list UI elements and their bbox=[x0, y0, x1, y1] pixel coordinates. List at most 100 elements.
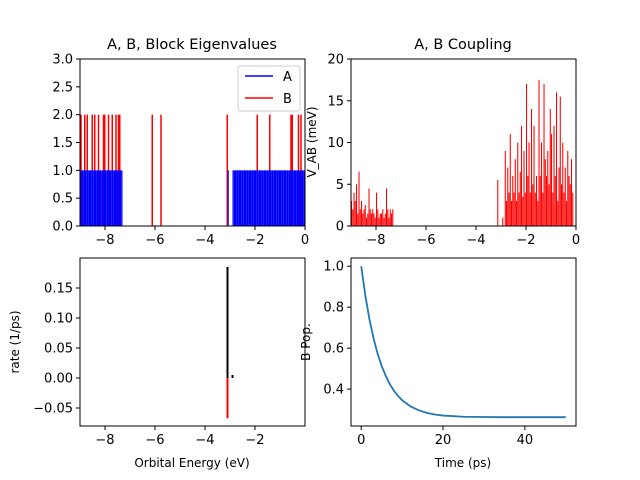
eigen-ytick-label: 3.0 bbox=[52, 53, 73, 68]
bar-a bbox=[275, 170, 277, 226]
bar-coupling bbox=[568, 175, 570, 226]
bar-coupling bbox=[364, 205, 366, 226]
population-ytick-label: 0.4 bbox=[323, 383, 344, 398]
panel-population: 0 20 40 0.4 0.6 0.8 1.0 Time (ps) B Pop. bbox=[299, 257, 577, 470]
bar-a bbox=[97, 170, 99, 226]
bar-coupling bbox=[571, 159, 573, 226]
rates-ytick-label: −0.05 bbox=[33, 402, 73, 417]
eigen-xtick-label: −2 bbox=[245, 233, 264, 248]
bar-coupling bbox=[551, 134, 553, 226]
bar-coupling bbox=[537, 200, 539, 226]
bar-coupling bbox=[519, 171, 521, 226]
bar-a bbox=[273, 170, 275, 226]
coupling-xtick-label: −4 bbox=[466, 233, 485, 248]
bar-a bbox=[86, 170, 88, 226]
bar-coupling bbox=[547, 150, 549, 226]
bar-a bbox=[88, 170, 90, 226]
bar-coupling bbox=[562, 142, 564, 226]
bar-coupling bbox=[531, 109, 533, 226]
bar-coupling bbox=[509, 134, 511, 226]
bar-a bbox=[236, 170, 238, 226]
bar-coupling bbox=[351, 200, 353, 226]
bar-a bbox=[113, 170, 115, 226]
bar-a bbox=[91, 170, 93, 226]
bar-coupling bbox=[561, 184, 563, 226]
bar-a bbox=[85, 170, 87, 226]
bar-a bbox=[293, 170, 295, 226]
bar-a bbox=[272, 170, 274, 226]
bar-coupling bbox=[512, 175, 514, 226]
panel-eigenvalues: A, B, Block Eigenvalues −8 −6 −4 −2 0 0.0 0.5 1… bbox=[52, 37, 309, 248]
population-xtick-label: 0 bbox=[357, 433, 365, 448]
bar-coupling bbox=[356, 184, 358, 226]
bar-a bbox=[261, 170, 263, 226]
rates-xtick-label: −4 bbox=[195, 433, 214, 448]
bar-a bbox=[95, 170, 97, 226]
bar-a bbox=[111, 170, 113, 226]
plot-frame-population bbox=[350, 257, 577, 427]
bar-coupling bbox=[366, 217, 368, 226]
bar-a bbox=[303, 170, 305, 226]
bar-a bbox=[257, 170, 259, 226]
bar-a bbox=[282, 170, 284, 226]
bar-a bbox=[301, 170, 303, 226]
bar-a bbox=[280, 170, 282, 226]
bar-a bbox=[271, 170, 273, 226]
eigen-ytick-label: 2.0 bbox=[52, 108, 73, 123]
coupling-ytick-label: 15 bbox=[327, 94, 344, 109]
bar-a bbox=[117, 170, 119, 226]
panel-rates: −8 −6 −4 −2 −0.05 0.00 0.05 0.10 0.15 Orbital En… bbox=[8, 257, 306, 470]
eigen-ytick-label: 1.0 bbox=[52, 164, 73, 179]
bar-coupling bbox=[518, 192, 520, 226]
population-ytick-label: 1.0 bbox=[323, 260, 344, 275]
rates-ytick-label: 0.05 bbox=[44, 342, 73, 357]
x-axis-label-population: Time (ps) bbox=[434, 456, 491, 470]
bar-a bbox=[96, 170, 98, 226]
rates-ytick-label: 0.15 bbox=[44, 282, 73, 297]
bar-a bbox=[98, 170, 100, 226]
bar-a bbox=[116, 170, 118, 226]
bar-coupling bbox=[362, 213, 364, 226]
bar-coupling bbox=[563, 192, 565, 226]
bar-coupling bbox=[539, 175, 541, 226]
population-ytick-label: 0.8 bbox=[323, 301, 344, 316]
bar-coupling bbox=[352, 209, 354, 226]
bar-coupling bbox=[522, 196, 524, 226]
bar-coupling bbox=[542, 192, 544, 226]
rate-ticks: −8 −6 −4 −2 −0.05 0.00 0.05 0.10 0.15 bbox=[33, 282, 264, 449]
y-axis-label-coupling: V_AB (meV) bbox=[305, 106, 319, 177]
bar-a bbox=[248, 170, 250, 226]
bar-coupling bbox=[391, 213, 393, 226]
eigen-bars bbox=[80, 114, 305, 226]
bar-coupling bbox=[382, 209, 384, 226]
bar-coupling bbox=[389, 209, 391, 226]
coupling-ytick-label: 0 bbox=[336, 220, 344, 235]
bar-a bbox=[297, 170, 299, 226]
bar-a bbox=[232, 170, 234, 226]
y-axis-label-rates: rate (1/ps) bbox=[8, 310, 22, 373]
rates-ytick-label: 0.00 bbox=[44, 372, 73, 387]
bar-coupling bbox=[377, 209, 379, 226]
bar-a bbox=[87, 170, 89, 226]
bar-a bbox=[108, 170, 110, 226]
bar-a bbox=[102, 170, 104, 226]
bar-a bbox=[82, 170, 84, 226]
bar-coupling bbox=[544, 159, 546, 226]
bar-coupling bbox=[359, 209, 361, 226]
bar-coupling bbox=[533, 125, 535, 226]
bar-a bbox=[105, 170, 107, 226]
bar-a bbox=[252, 170, 254, 226]
bar-a bbox=[246, 170, 248, 226]
bar-a bbox=[237, 170, 239, 226]
bar-coupling bbox=[358, 171, 360, 226]
bar-coupling bbox=[548, 184, 550, 226]
bar-coupling bbox=[564, 167, 566, 226]
coupling-ytick-label: 20 bbox=[327, 53, 344, 68]
bar-a bbox=[110, 170, 112, 226]
bar-a bbox=[291, 170, 293, 226]
bar-a bbox=[290, 170, 292, 226]
bar-coupling bbox=[383, 217, 385, 226]
bar-a bbox=[121, 170, 123, 226]
coupling-ticks: −8 −6 −4 −2 0 0 5 10 15 20 bbox=[327, 53, 580, 249]
bar-a bbox=[100, 170, 102, 226]
